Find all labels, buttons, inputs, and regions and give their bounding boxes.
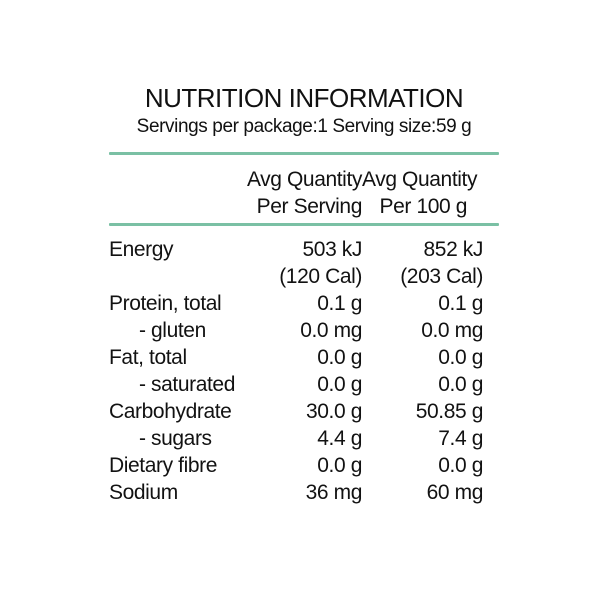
row-value-per-serving: 0.1 g xyxy=(317,292,362,315)
divider-top-rule xyxy=(109,152,499,155)
header-spacer xyxy=(109,166,240,220)
row-label xyxy=(109,263,240,290)
row-label: Fat, total xyxy=(109,346,187,369)
row-value-per-serving: 0.0 mg xyxy=(300,319,362,342)
column-header-line: Avg Quantity xyxy=(362,168,478,191)
column-header-per-100g: Avg Quantity Per 100 g xyxy=(362,166,499,220)
table-row-gluten: - gluten 0.0 mg 0.0 mg xyxy=(109,317,499,344)
row-value-per-serving: 36 mg xyxy=(305,481,363,504)
row-label: Carbohydrate xyxy=(109,400,232,423)
column-header-line: Per 100 g xyxy=(379,195,468,218)
row-value-per-serving: (120 Cal) xyxy=(279,265,362,288)
row-value-per-100g: 852 kJ xyxy=(423,238,484,261)
table-row-dietary-fibre: Dietary fibre 0.0 g 0.0 g xyxy=(109,452,499,479)
row-value-per-100g: (203 Cal) xyxy=(400,265,483,288)
row-label: Protein, total xyxy=(109,292,222,315)
row-value-per-100g: 60 mg xyxy=(426,481,484,504)
table-row-sugars: - sugars 4.4 g 7.4 g xyxy=(109,425,499,452)
column-headers-row: Avg Quantity Per Serving Avg Quantity Pe… xyxy=(109,166,499,220)
table-row-energy: Energy 503 kJ 852 kJ xyxy=(109,236,499,263)
table-row-fat: Fat, total 0.0 g 0.0 g xyxy=(109,344,499,371)
row-label: Dietary fibre xyxy=(109,454,218,477)
row-value-per-100g: 0.1 g xyxy=(438,292,483,315)
row-label: Energy xyxy=(109,238,174,261)
row-value-per-100g: 0.0 g xyxy=(438,346,483,369)
label-title: NUTRITION INFORMATION xyxy=(144,83,464,113)
row-label: - gluten xyxy=(139,319,206,342)
divider-mid-rule xyxy=(109,223,499,226)
table-row-carbohydrate: Carbohydrate 30.0 g 50.85 g xyxy=(109,398,499,425)
row-value-per-serving: 503 kJ xyxy=(302,238,363,261)
column-header-line: Per Serving xyxy=(256,195,363,218)
nutrition-table: Energy 503 kJ 852 kJ (120 Cal) (203 Cal)… xyxy=(109,236,499,506)
row-value-per-serving: 0.0 g xyxy=(317,454,362,477)
row-value-per-100g: 50.85 g xyxy=(415,400,484,423)
table-row-saturated: - saturated 0.0 g 0.0 g xyxy=(109,371,499,398)
row-value-per-100g: 0.0 g xyxy=(438,454,483,477)
row-label: - saturated xyxy=(139,373,235,396)
row-value-per-100g: 0.0 g xyxy=(438,373,483,396)
row-value-per-100g: 0.0 mg xyxy=(421,319,483,342)
label-sheet: NUTRITION INFORMATION Servings per packa… xyxy=(109,84,499,506)
row-value-per-serving: 0.0 g xyxy=(317,373,362,396)
table-row-energy-cal: (120 Cal) (203 Cal) xyxy=(109,263,499,290)
label-servings-line: Servings per package:1 Serving size:59 g xyxy=(136,116,472,137)
row-value-per-100g: 7.4 g xyxy=(438,427,483,450)
row-label: - sugars xyxy=(139,427,212,450)
row-value-per-serving: 30.0 g xyxy=(306,400,362,423)
column-header-per-serving: Avg Quantity Per Serving xyxy=(240,166,362,220)
column-header-line: Avg Quantity xyxy=(246,168,362,191)
table-row-protein: Protein, total 0.1 g 0.1 g xyxy=(109,290,499,317)
row-label: Sodium xyxy=(109,481,178,504)
row-value-per-serving: 0.0 g xyxy=(317,346,362,369)
row-value-per-serving: 4.4 g xyxy=(317,427,362,450)
table-row-sodium: Sodium 36 mg 60 mg xyxy=(109,479,499,506)
